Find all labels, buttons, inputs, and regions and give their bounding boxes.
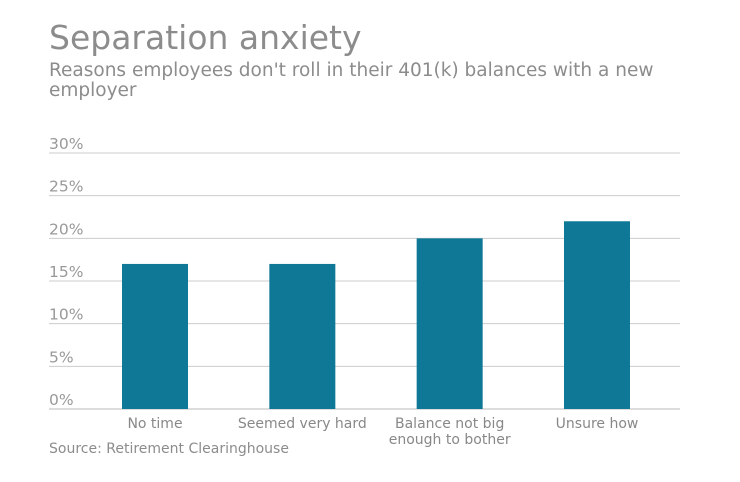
x-tick-label: Balance not big enough to bother bbox=[389, 416, 511, 448]
x-tick-label: Unsure how bbox=[556, 416, 639, 432]
y-tick-label: 25% bbox=[49, 178, 83, 196]
x-axis-labels: No time Seemed very hard Balance not big en… bbox=[127, 416, 638, 448]
y-axis-labels: 0% 5% 10% 15% 20% 25% 30% bbox=[49, 135, 83, 409]
chart-subtitle: Reasons employees don't roll in their 40… bbox=[49, 60, 654, 101]
bar bbox=[269, 263, 336, 409]
y-tick-label: 0% bbox=[49, 391, 74, 409]
bar bbox=[564, 221, 630, 409]
source-note: Source: Retirement Clearinghouse bbox=[49, 441, 289, 457]
x-tick-label: Seemed very hard bbox=[238, 416, 367, 432]
y-tick-label: 20% bbox=[49, 220, 83, 238]
bar bbox=[416, 238, 483, 409]
y-tick-label: 15% bbox=[49, 263, 83, 281]
bars bbox=[122, 221, 630, 409]
y-tick-label: 30% bbox=[49, 135, 83, 153]
y-tick-label: 5% bbox=[49, 348, 74, 366]
y-tick-label: 10% bbox=[49, 306, 83, 324]
bar bbox=[122, 263, 188, 409]
chart-title: Separation anxiety bbox=[49, 18, 362, 57]
x-tick-label: No time bbox=[127, 416, 182, 432]
